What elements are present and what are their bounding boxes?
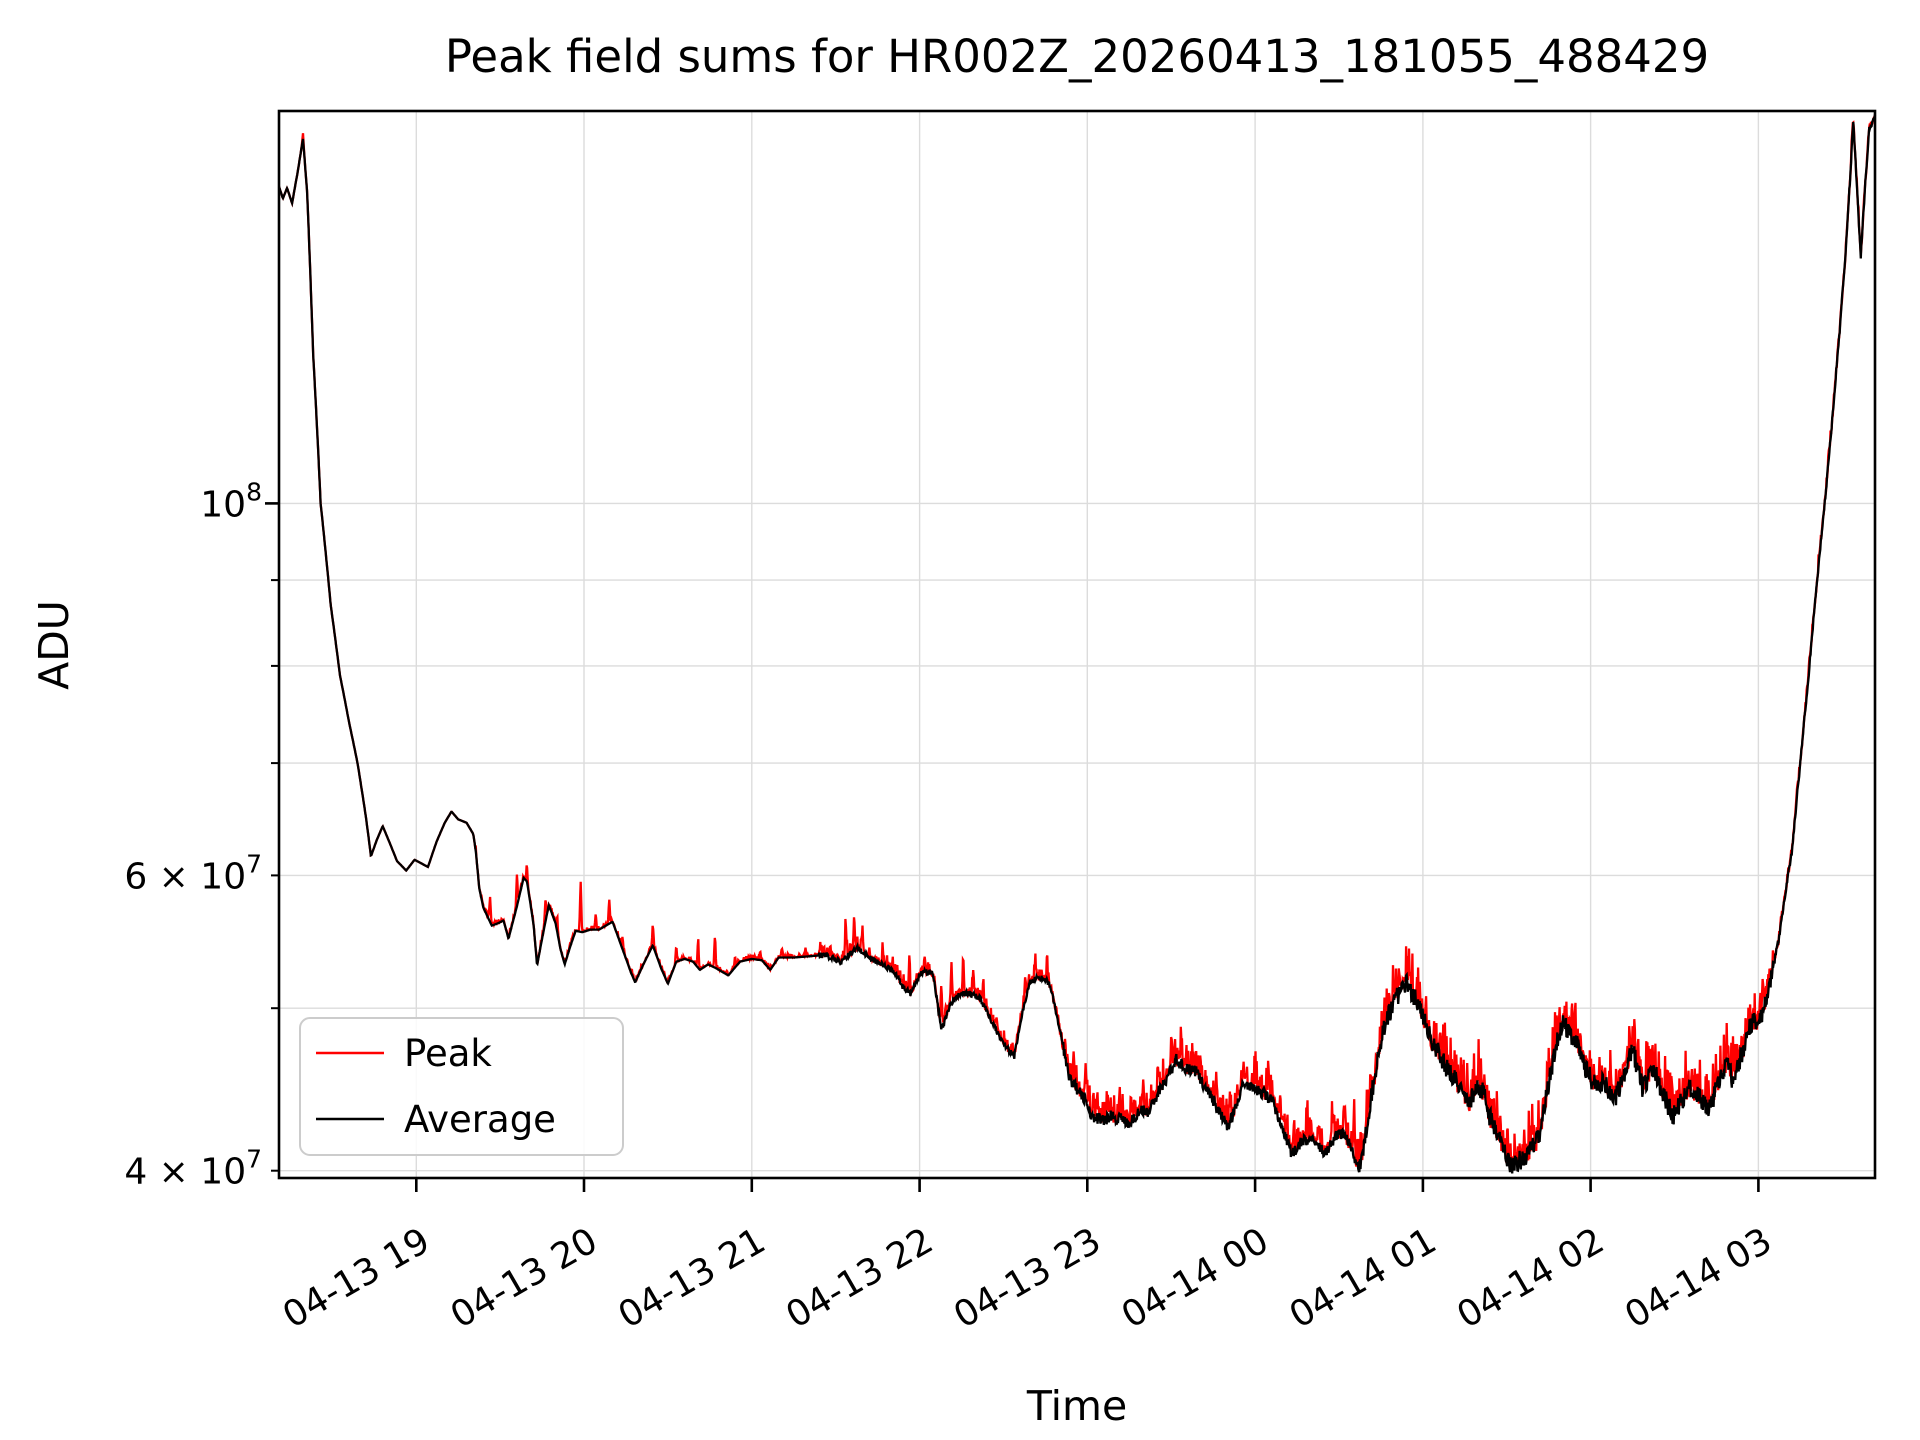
y-tick-label: 6 × 107 <box>124 849 262 897</box>
gridlines <box>279 111 1875 1178</box>
legend-label-peak: Peak <box>404 1032 492 1075</box>
y-axis-label: ADU <box>30 600 78 690</box>
data-series <box>277 114 1877 1174</box>
y-tick-label: 108 <box>200 477 262 525</box>
legend: Peak Average <box>299 1017 624 1156</box>
plot-frame <box>277 109 1877 1180</box>
legend-label-average: Average <box>404 1098 556 1141</box>
y-tick-label: 4 × 107 <box>124 1145 262 1193</box>
y-tick-labels: 4 × 107 6 × 107 108 <box>124 477 262 1192</box>
average-series-line <box>277 114 1877 1174</box>
chart-title: Peak field sums for HR002Z_20260413_1810… <box>445 30 1709 83</box>
axis-ticks <box>265 502 1760 1192</box>
x-axis-label: Time <box>1026 1382 1127 1430</box>
